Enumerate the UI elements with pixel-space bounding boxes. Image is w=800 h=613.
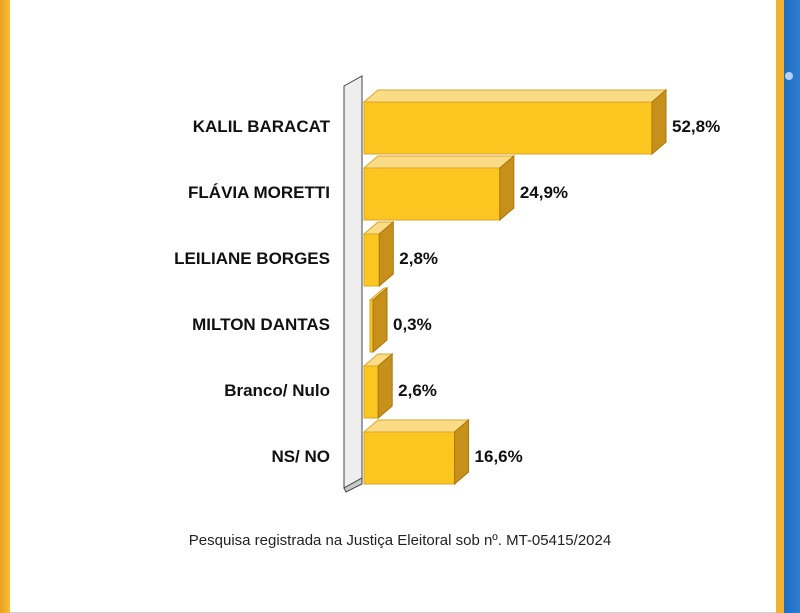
bar-1-top [362, 155, 516, 169]
survey-registration-note: Pesquisa registrada na Justiça Eleitoral… [188, 532, 612, 549]
value-label-3: 0,3% [393, 315, 432, 334]
bar-3-side [372, 286, 388, 354]
bar-0-top [362, 89, 668, 103]
category-label-5: NS/ NO [271, 447, 330, 466]
bar-4-side [377, 352, 393, 420]
bar-5-side [454, 418, 470, 486]
bar-2-side [378, 220, 394, 288]
value-label-2: 2,8% [399, 249, 438, 268]
category-label-4: Branco/ Nulo [224, 381, 330, 400]
bar-0-front [363, 101, 653, 155]
bar-1-front [363, 167, 501, 221]
right-blue-stripe [784, 0, 800, 613]
value-label-1: 24,9% [520, 183, 568, 202]
bar-2-front [363, 233, 380, 287]
value-label-4: 2,6% [398, 381, 437, 400]
category-label-1: FLÁVIA MORETTI [188, 183, 330, 202]
chart-wall-base [343, 477, 363, 493]
right-gold-stripe [776, 0, 784, 613]
bar-5-front [363, 431, 456, 485]
bar-1-side [499, 154, 515, 222]
value-label-0: 52,8% [672, 117, 720, 136]
value-label-5: 16,6% [475, 447, 523, 466]
category-label-0: KALIL BARACAT [193, 117, 331, 136]
bar-5-top [362, 419, 470, 433]
bars [362, 88, 668, 486]
bar-0-side [651, 88, 667, 156]
category-label-3: MILTON DANTAS [192, 315, 330, 334]
chart-back-wall [343, 75, 363, 493]
labels: KALIL BARACAT 52,8% FLÁVIA MORETTI 24,9% LEI… [174, 117, 720, 466]
bar-4-front [363, 365, 379, 419]
chart-wall-face [343, 75, 363, 489]
left-accent-stripe [0, 0, 10, 613]
category-label-2: LEILIANE BORGES [174, 249, 330, 268]
corner-mark-icon [785, 72, 793, 80]
